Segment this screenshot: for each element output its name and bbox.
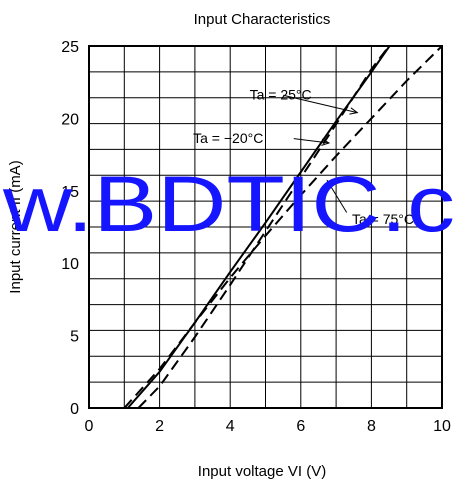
y-tick-label: 20 — [61, 111, 79, 128]
y-tick-label: 0 — [70, 401, 79, 418]
annotation-leader — [293, 138, 330, 144]
x-tick-label: 2 — [155, 418, 164, 435]
watermark: w.BDTIC.c — [2, 159, 455, 248]
annotations: Ta = 25°C Ta = −20°C Ta = 75°C — [193, 87, 414, 228]
y-tick-label: 25 — [61, 39, 79, 56]
x-tick-labels: 0 2 4 6 8 10 — [85, 418, 451, 435]
x-tick-label: 0 — [85, 418, 94, 435]
y-axis-label: Input current II (mA) — [7, 160, 24, 293]
grid — [89, 46, 442, 408]
annotation-arrowhead — [326, 179, 335, 189]
x-tick-label: 4 — [226, 418, 235, 435]
x-tick-label: 8 — [367, 418, 376, 435]
annotation-arrowhead — [349, 107, 359, 115]
annotation-arrowhead — [321, 138, 331, 146]
chart-title: Input Characteristics — [194, 11, 331, 28]
y-tick-labels: 0 5 10 15 20 25 — [61, 39, 79, 418]
annotation-leader — [283, 94, 358, 114]
x-tick-label: 6 — [296, 418, 305, 435]
annotation-label-2: Ta = −20°C — [193, 130, 263, 146]
y-tick-label: 15 — [61, 184, 79, 201]
x-tick-label: 10 — [433, 418, 451, 435]
x-axis-label: Input voltage VI (V) — [198, 463, 326, 480]
plot-frame — [88, 45, 443, 409]
y-tick-label: 10 — [61, 256, 79, 273]
annotation-label-1: Ta = 25°C — [250, 87, 312, 103]
annotation-leader — [326, 180, 348, 213]
annotation-label-3: Ta = 75°C — [352, 211, 414, 227]
y-tick-label: 5 — [70, 329, 79, 346]
